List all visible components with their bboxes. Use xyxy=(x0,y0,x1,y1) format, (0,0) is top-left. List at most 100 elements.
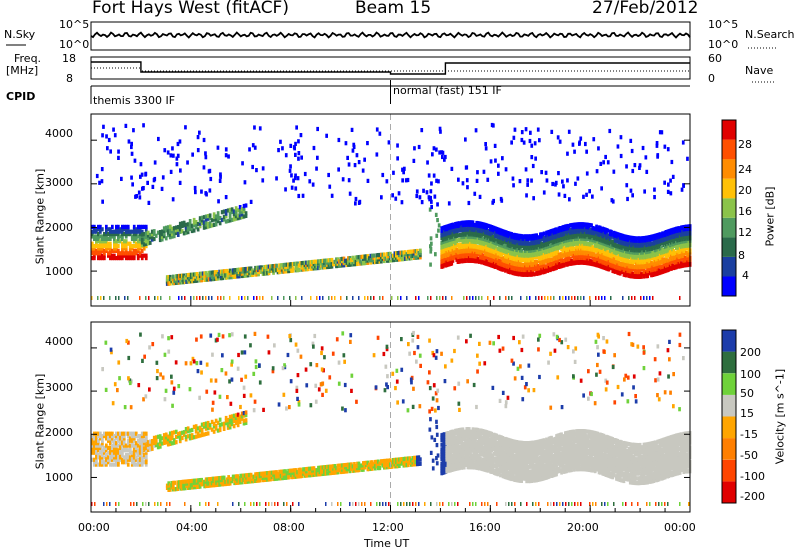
power-cell xyxy=(121,256,124,261)
power-cell xyxy=(249,266,253,271)
power-cell xyxy=(555,265,558,270)
power-cell xyxy=(353,259,356,265)
vel-cell xyxy=(103,460,106,465)
power-cell xyxy=(182,277,185,282)
vel-cell xyxy=(204,424,208,429)
power-cell xyxy=(99,248,102,253)
power-cell xyxy=(140,232,144,237)
power-cell xyxy=(443,157,446,162)
power-cell xyxy=(220,296,222,300)
power-cell xyxy=(572,249,576,254)
power-cell xyxy=(630,269,633,274)
power-cell xyxy=(184,296,186,300)
power-cell xyxy=(643,296,645,300)
vel-cell xyxy=(105,431,108,436)
power-cell xyxy=(350,260,353,265)
power-cell xyxy=(139,296,141,300)
vel-cell xyxy=(109,434,112,439)
vel-cell xyxy=(183,481,187,486)
power-cell xyxy=(681,140,685,145)
power-cell xyxy=(520,250,523,256)
power-cell xyxy=(152,229,156,234)
power-cell xyxy=(105,224,108,229)
power-cell xyxy=(132,253,136,258)
power-cell xyxy=(656,154,659,159)
vel-cell xyxy=(216,476,220,481)
power-cell xyxy=(411,251,415,256)
power-cell xyxy=(647,268,651,273)
vel-cell xyxy=(168,483,172,488)
power-cell xyxy=(327,262,331,267)
power-cell xyxy=(93,246,96,251)
vel-cell xyxy=(230,476,233,482)
power-cell xyxy=(277,296,279,300)
power-cell xyxy=(222,271,226,276)
power-cell xyxy=(177,273,181,279)
vel-cell xyxy=(164,437,168,442)
vel-cell xyxy=(105,443,108,448)
vel-cell xyxy=(206,431,210,436)
power-cell xyxy=(366,254,370,259)
power-cell xyxy=(153,176,157,182)
power-cell xyxy=(130,236,134,241)
vel-cell xyxy=(178,439,182,444)
power-cell xyxy=(529,130,532,135)
vel-cell xyxy=(124,445,128,450)
power-cell xyxy=(451,256,455,261)
power-cell xyxy=(666,189,670,194)
power-cell xyxy=(150,229,154,234)
power-cell xyxy=(252,270,256,275)
vel-cell xyxy=(115,441,118,446)
power-cell xyxy=(625,164,628,169)
power-cell xyxy=(531,257,535,263)
power-cell xyxy=(253,145,257,150)
vel-cell xyxy=(144,438,148,443)
power-cell xyxy=(176,232,180,237)
vel-cell xyxy=(174,440,178,445)
vel-cell xyxy=(171,485,175,490)
power-cell xyxy=(136,227,140,232)
power-cell xyxy=(234,206,238,211)
power-cell xyxy=(109,229,112,234)
power-cell xyxy=(100,296,102,300)
power-cell xyxy=(347,262,350,267)
power-cell xyxy=(351,257,355,263)
power-cell xyxy=(640,248,643,253)
power-cell xyxy=(231,274,235,279)
power-cell xyxy=(305,260,308,265)
power-cell xyxy=(306,260,310,265)
power-cell xyxy=(387,256,391,261)
power-cell xyxy=(330,257,334,263)
power-cell xyxy=(178,296,180,300)
power-cell xyxy=(348,191,352,196)
power-cell xyxy=(533,141,537,146)
power-cell xyxy=(658,130,662,135)
power-cell xyxy=(334,296,336,300)
power-cell xyxy=(136,241,140,246)
power-cell xyxy=(600,186,603,191)
power-cell xyxy=(182,273,185,278)
power-cell xyxy=(223,296,225,300)
power-cell xyxy=(404,252,407,257)
power-cell xyxy=(237,274,241,279)
power-cell xyxy=(176,230,180,235)
vel-cell xyxy=(91,443,94,448)
power-cell xyxy=(531,269,535,275)
power-cell xyxy=(208,296,210,300)
power-cell xyxy=(335,259,338,264)
power-cell xyxy=(396,143,399,148)
power-cell xyxy=(529,234,532,239)
power-cell xyxy=(626,239,630,245)
power-cell xyxy=(95,234,98,239)
power-cell xyxy=(532,241,536,246)
power-cell xyxy=(352,144,356,149)
power-cell xyxy=(264,264,268,269)
power-cell xyxy=(348,256,352,261)
power-cell xyxy=(171,274,175,279)
power-cell xyxy=(288,264,292,269)
vel-cell xyxy=(126,441,130,446)
power-cell xyxy=(642,250,646,255)
power-cell xyxy=(350,258,353,263)
power-cell xyxy=(177,280,181,285)
power-cell xyxy=(207,277,211,282)
